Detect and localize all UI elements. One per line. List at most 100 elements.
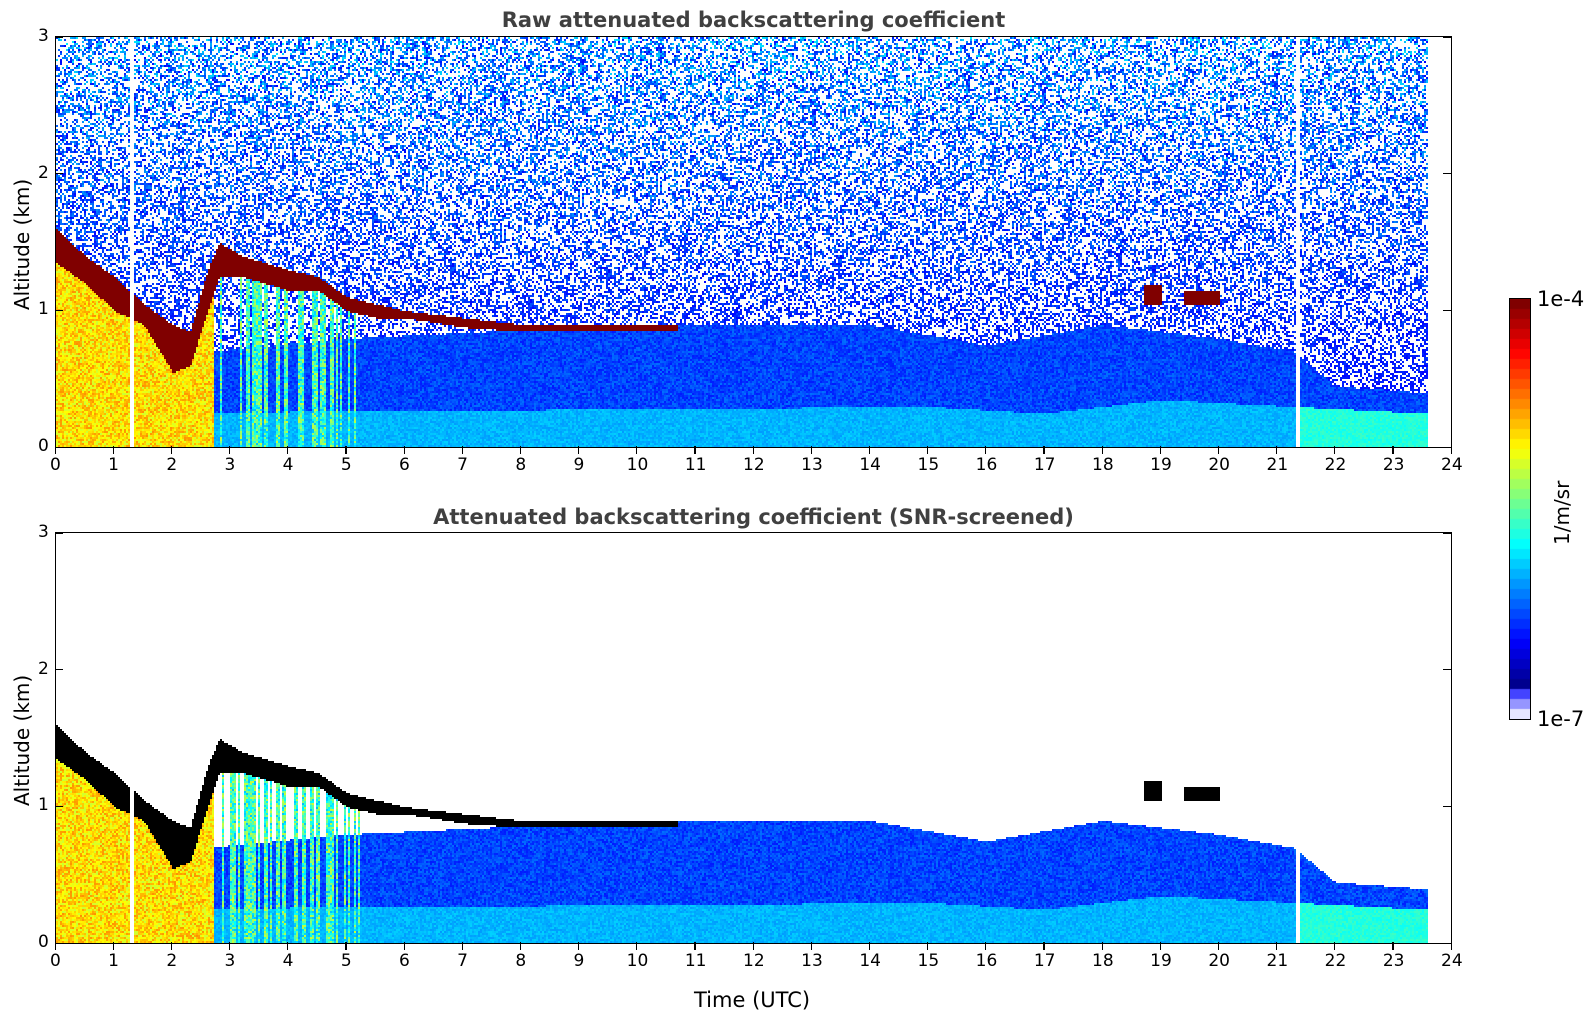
raw-x-tick-label: 5 xyxy=(340,455,352,475)
raw-panel-title: Raw attenuated backscattering coefficien… xyxy=(501,8,1006,32)
screened-x-tick xyxy=(810,942,812,950)
screened-x-tick xyxy=(694,942,696,950)
screened-y-tick xyxy=(1443,532,1451,534)
raw-x-tick xyxy=(54,446,56,454)
raw-x-tick-label: 10 xyxy=(626,455,649,475)
screened-x-tick xyxy=(345,942,347,950)
screened-x-tick xyxy=(1101,942,1103,950)
colorbar-min-label: 1e-7 xyxy=(1537,707,1585,731)
screened-x-tick-label: 24 xyxy=(1441,951,1463,971)
screened-x-tick xyxy=(1392,942,1394,950)
screened-y-tick-label: 0 xyxy=(38,932,49,952)
raw-x-tick-label: 0 xyxy=(50,455,61,475)
screened-heatmap xyxy=(56,533,1451,943)
raw-x-tick-label: 14 xyxy=(859,455,881,475)
raw-x-tick xyxy=(403,446,405,454)
screened-x-tick-label: 2 xyxy=(166,951,178,971)
screened-x-tick xyxy=(170,942,173,950)
screened-y-tick xyxy=(1443,942,1451,944)
raw-x-tick-label: 21 xyxy=(1266,455,1289,475)
screened-y-tick xyxy=(55,942,63,944)
screened-x-tick xyxy=(636,942,638,950)
screened-x-tick-label: 22 xyxy=(1324,951,1347,971)
screened-x-tick xyxy=(54,942,56,950)
raw-x-tick-label: 9 xyxy=(573,455,585,475)
raw-x-tick xyxy=(927,446,929,454)
screened-y-axis-label: Altitude (km) xyxy=(10,674,34,806)
screened-x-tick-label: 0 xyxy=(50,951,61,971)
screened-x-tick xyxy=(1217,942,1220,950)
raw-y-tick xyxy=(1443,309,1451,312)
raw-x-tick xyxy=(636,446,638,454)
raw-x-tick-label: 2 xyxy=(166,455,178,475)
raw-x-tick xyxy=(1392,446,1394,454)
raw-x-tick-label: 13 xyxy=(801,455,823,475)
screened-x-tick xyxy=(229,942,231,950)
raw-x-tick xyxy=(752,446,754,454)
screened-x-tick xyxy=(403,942,405,950)
raw-x-tick xyxy=(112,446,114,454)
screened-y-tick-label: 3 xyxy=(38,522,49,542)
screened-y-tick xyxy=(1443,669,1451,671)
screened-y-tick-label: 2 xyxy=(38,658,49,679)
raw-y-tick-label: 3 xyxy=(38,26,49,46)
screened-y-tick-label: 1 xyxy=(38,795,49,816)
raw-x-tick xyxy=(1450,446,1452,454)
raw-y-tick xyxy=(1443,173,1451,175)
screened-y-tick xyxy=(55,805,63,808)
raw-x-tick-label: 23 xyxy=(1382,455,1405,475)
raw-x-tick xyxy=(1217,446,1220,454)
screened-x-tick xyxy=(752,942,754,950)
screened-x-tick-label: 10 xyxy=(626,951,649,971)
raw-x-tick-label: 3 xyxy=(224,455,236,475)
raw-x-tick xyxy=(1159,446,1161,454)
raw-x-tick-label: 8 xyxy=(515,455,527,475)
raw-x-tick-label: 20 xyxy=(1208,455,1230,475)
raw-y-axis-label: Altitude (km) xyxy=(10,178,34,310)
screened-x-tick-label: 19 xyxy=(1150,951,1172,971)
screened-x-tick-label: 20 xyxy=(1208,951,1230,971)
raw-x-tick xyxy=(1276,446,1278,454)
raw-y-tick-label: 1 xyxy=(38,299,49,320)
raw-x-tick-label: 18 xyxy=(1092,455,1114,475)
raw-x-tick xyxy=(345,446,347,454)
screened-panel-title: Attenuated backscattering coefficient (S… xyxy=(433,505,1074,529)
raw-y-tick xyxy=(55,173,63,175)
screened-y-tick xyxy=(1443,805,1451,808)
screened-x-tick xyxy=(1159,942,1161,950)
raw-x-tick xyxy=(170,446,173,454)
raw-y-tick-label: 0 xyxy=(38,436,49,456)
screened-x-tick xyxy=(985,942,987,950)
raw-x-tick xyxy=(694,446,696,454)
screened-x-tick-label: 5 xyxy=(340,951,352,971)
colorbar-unit-label: 1/m/sr xyxy=(1550,480,1574,545)
screened-x-tick xyxy=(1450,942,1452,950)
raw-x-tick-label: 12 xyxy=(743,455,765,475)
screened-x-tick xyxy=(1043,942,1045,950)
colorbar-max-label: 1e-4 xyxy=(1537,287,1585,311)
screened-x-tick-label: 11 xyxy=(684,951,707,971)
screened-x-tick-label: 17 xyxy=(1033,951,1056,971)
raw-x-tick xyxy=(1334,446,1336,454)
screened-x-tick xyxy=(1334,942,1336,950)
raw-x-tick xyxy=(519,446,522,454)
raw-x-tick-label: 19 xyxy=(1150,455,1172,475)
raw-y-tick xyxy=(1443,36,1451,38)
raw-x-tick xyxy=(578,446,580,454)
raw-x-tick-label: 15 xyxy=(917,455,940,475)
raw-x-tick-label: 16 xyxy=(975,455,998,475)
raw-y-tick-label: 2 xyxy=(38,162,49,183)
screened-x-tick-label: 21 xyxy=(1266,951,1289,971)
raw-x-tick xyxy=(1101,446,1103,454)
colorbar xyxy=(1509,298,1531,720)
screened-x-tick-label: 6 xyxy=(399,951,410,971)
screened-x-tick-label: 9 xyxy=(573,951,585,971)
screened-x-tick xyxy=(1276,942,1278,950)
screened-x-tick xyxy=(868,942,871,950)
raw-x-tick xyxy=(229,446,231,454)
raw-x-tick-label: 7 xyxy=(457,455,468,475)
screened-x-tick-label: 16 xyxy=(975,951,998,971)
screened-x-tick-label: 18 xyxy=(1092,951,1114,971)
raw-x-tick-label: 6 xyxy=(399,455,410,475)
x-axis-label: Time (UTC) xyxy=(694,988,811,1012)
